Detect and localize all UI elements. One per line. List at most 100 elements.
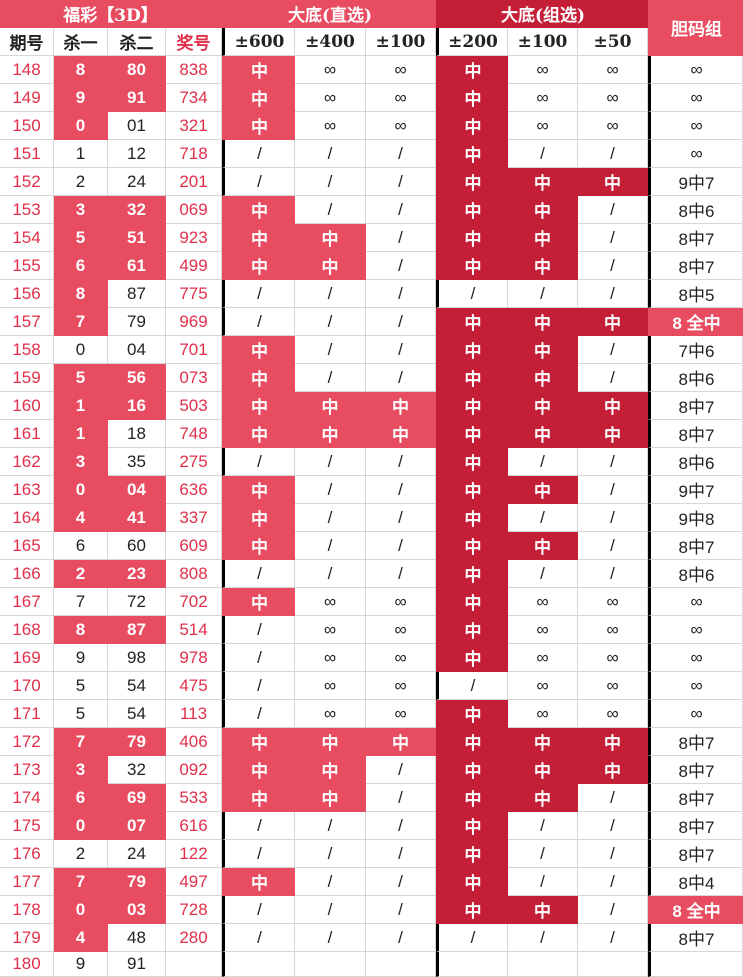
cell: / [578, 896, 648, 924]
cell: / [295, 336, 366, 364]
cell: / [295, 532, 366, 560]
cell: 中 [436, 896, 508, 924]
cell: / [366, 336, 436, 364]
cell: / [578, 252, 648, 280]
cell: 中 [222, 252, 295, 280]
cell: 32 [108, 756, 166, 784]
cell: 8中5 [648, 280, 743, 308]
cell: 中 [508, 364, 578, 392]
cell: / [222, 308, 295, 336]
cell: 中 [508, 392, 578, 420]
cell: ∞ [295, 84, 366, 112]
cell: 8 [54, 280, 108, 308]
cell: ∞ [648, 616, 743, 644]
cell: 8 全中 [648, 308, 743, 336]
cell: 中 [366, 728, 436, 756]
cell: 中 [436, 448, 508, 476]
cell: 1 [54, 392, 108, 420]
cell: 54 [108, 700, 166, 728]
cell: 中 [508, 252, 578, 280]
cell: 中 [295, 252, 366, 280]
cell: / [508, 812, 578, 840]
cell: 中 [295, 728, 366, 756]
cell: / [366, 532, 436, 560]
cell: 8中4 [648, 868, 743, 896]
cell: / [222, 168, 295, 196]
cell: 中 [578, 420, 648, 448]
cell: 中 [436, 644, 508, 672]
cell: 3 [54, 756, 108, 784]
cell: 5 [54, 224, 108, 252]
cell: 中 [508, 420, 578, 448]
cell: 4 [54, 924, 108, 952]
cell: ∞ [648, 84, 743, 112]
cell: 8 [54, 616, 108, 644]
cell: 175 [0, 812, 54, 840]
cell: / [295, 840, 366, 868]
cell: / [295, 504, 366, 532]
cell: / [222, 896, 295, 924]
cell: 9中8 [648, 504, 743, 532]
cell: 7 [54, 588, 108, 616]
cell: 中 [578, 728, 648, 756]
cell: ∞ [508, 672, 578, 700]
cell: / [295, 140, 366, 168]
cell: ∞ [295, 644, 366, 672]
cell: / [295, 896, 366, 924]
column-header: 奖号 [166, 28, 222, 56]
cell: 3 [54, 448, 108, 476]
cell: / [295, 924, 366, 952]
cell: 72 [108, 588, 166, 616]
cell: 8中7 [648, 392, 743, 420]
cell: 中 [366, 420, 436, 448]
cell: 8中6 [648, 448, 743, 476]
cell: 2 [54, 168, 108, 196]
cell: / [222, 140, 295, 168]
cell: 775 [166, 280, 222, 308]
cell: 169 [0, 644, 54, 672]
cell: 161 [0, 420, 54, 448]
cell: 91 [108, 84, 166, 112]
cell: 172 [0, 728, 54, 756]
cell: / [508, 504, 578, 532]
cell: 23 [108, 560, 166, 588]
cell: / [436, 280, 508, 308]
cell: 8中7 [648, 840, 743, 868]
cell: 中 [436, 700, 508, 728]
cell: 中 [578, 756, 648, 784]
cell: / [366, 504, 436, 532]
cell: / [366, 252, 436, 280]
cell: 中 [436, 84, 508, 112]
cell: 04 [108, 476, 166, 504]
cell: 69 [108, 784, 166, 812]
cell: 159 [0, 364, 54, 392]
cell: 80 [108, 56, 166, 84]
cell: / [366, 308, 436, 336]
cell: 177 [0, 868, 54, 896]
cell: ∞ [578, 644, 648, 672]
cell: ∞ [366, 84, 436, 112]
cell: 718 [166, 140, 222, 168]
cell: 2 [54, 560, 108, 588]
cell: 中 [295, 784, 366, 812]
cell: 中 [222, 224, 295, 252]
cell: 中 [436, 588, 508, 616]
cell: ∞ [648, 672, 743, 700]
cell: 636 [166, 476, 222, 504]
cell: 61 [108, 252, 166, 280]
cell: 155 [0, 252, 54, 280]
cell: ∞ [295, 672, 366, 700]
cell: 51 [108, 224, 166, 252]
cell: ∞ [648, 588, 743, 616]
cell: ∞ [295, 588, 366, 616]
cell: 中 [508, 896, 578, 924]
cell: ∞ [508, 700, 578, 728]
cell: 163 [0, 476, 54, 504]
cell: 122 [166, 840, 222, 868]
cell: / [578, 140, 648, 168]
cell: 475 [166, 672, 222, 700]
cell: 153 [0, 196, 54, 224]
cell: / [295, 196, 366, 224]
cell: 6 [54, 252, 108, 280]
